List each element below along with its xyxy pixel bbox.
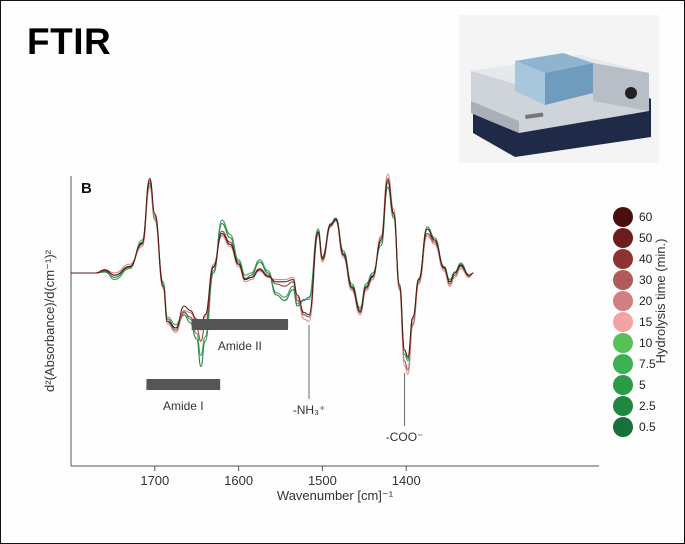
series-line-3 (71, 173, 474, 375)
legend-swatch (613, 354, 633, 374)
x-tick-label: 1700 (140, 473, 169, 488)
legend-swatch (613, 396, 633, 416)
legend-swatch (613, 270, 633, 290)
x-axis-title: Wavenumber [cm]⁻¹ (277, 488, 394, 503)
series-line-0 (71, 182, 474, 368)
legend-swatch (613, 291, 633, 311)
annotation-bar-0 (146, 379, 221, 390)
panel-label: B (81, 180, 92, 197)
legend-label: 7.5 (639, 357, 656, 371)
legend-title: Hydrolysis time (min.) (653, 239, 668, 364)
legend: 60 50 40 30 20 15 10 7.5 5 2.5 0.5 (613, 207, 656, 437)
x-tick-label: 1600 (224, 473, 253, 488)
legend-swatch (613, 228, 633, 248)
legend-swatch (613, 375, 633, 395)
legend-label: 0.5 (639, 420, 656, 434)
legend-label: 5 (639, 378, 646, 392)
annotation-bar-1 (191, 319, 289, 330)
x-tick-label: 1500 (308, 473, 337, 488)
x-tick-label: 1400 (392, 473, 421, 488)
series-line-2 (71, 177, 474, 371)
series-line-1 (71, 182, 474, 362)
annotation-label-0: Amide I (163, 399, 204, 413)
legend-label: 15 (639, 315, 653, 329)
legend-swatch (613, 333, 633, 353)
legend-label: 50 (639, 231, 653, 245)
annotation-label-2: -NH₃⁺ (293, 403, 326, 417)
legend-label: 30 (639, 273, 653, 287)
legend-label: 10 (639, 336, 653, 350)
ftir-spectrometer-image (459, 15, 659, 163)
annotation-label-1: Amide II (218, 339, 262, 353)
legend-label: 20 (639, 294, 653, 308)
legend-swatch (613, 207, 633, 227)
legend-label: 40 (639, 252, 653, 266)
series-layer (71, 173, 474, 375)
slide-title: FTIR (27, 21, 112, 62)
y-axis-title: d²(Absorbance)/d(cm⁻¹)² (42, 249, 57, 392)
series-line-4 (71, 177, 474, 358)
legend-swatch (613, 249, 633, 269)
annotation-label-3: -COO⁻ (386, 430, 424, 444)
annotation-layer: Amide I Amide II -NH₃⁺ -COO⁻ (146, 319, 423, 444)
legend-label: 2.5 (639, 399, 656, 413)
legend-swatch (613, 417, 633, 437)
legend-swatch (613, 312, 633, 332)
legend-label: 60 (639, 210, 653, 224)
